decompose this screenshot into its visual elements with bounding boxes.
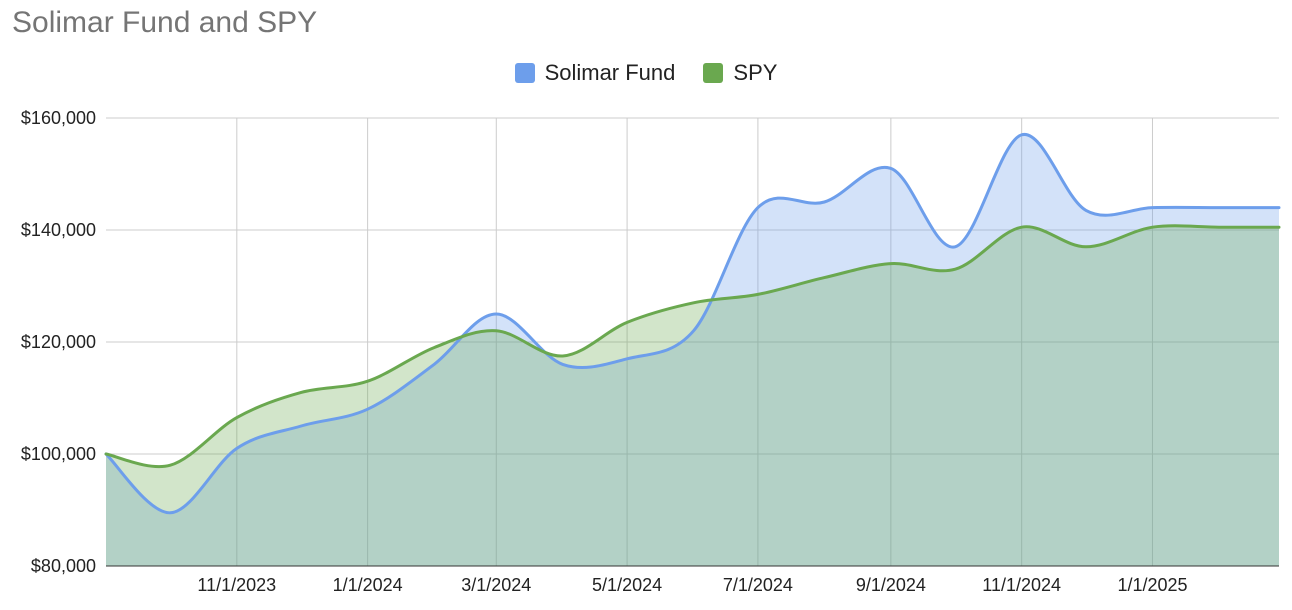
x-tick-label: 7/1/2024 xyxy=(723,575,793,595)
legend-swatch-spy xyxy=(703,63,724,83)
series-line-spy[interactable] xyxy=(104,224,1281,468)
y-tick-label: $160,000 xyxy=(21,108,96,128)
area-solimar-fund xyxy=(106,134,1279,567)
legend: Solimar Fund SPY xyxy=(0,60,1292,86)
legend-label-solimar-fund: Solimar Fund xyxy=(544,60,676,85)
x-tick-label: 11/1/2023 xyxy=(197,575,276,595)
axes: $80,000 $100,000 $120,000 $140,000 $160,000 1… xyxy=(21,108,1279,595)
chart-title: Solimar Fund and SPY xyxy=(12,6,318,39)
y-tick-label: $140,000 xyxy=(21,220,96,240)
y-tick-label: $80,000 xyxy=(31,556,96,576)
x-tick-label: 5/1/2024 xyxy=(592,575,662,595)
y-tick-label: $120,000 xyxy=(21,332,96,352)
area-spy xyxy=(106,225,1279,567)
series-areas xyxy=(106,134,1279,567)
legend-entry-solimar-fund[interactable]: Solimar Fund xyxy=(514,60,676,86)
x-tick-label: 3/1/2024 xyxy=(461,575,531,595)
series-line-solimar-fund[interactable] xyxy=(104,133,1281,515)
legend-label-spy: SPY xyxy=(733,60,778,85)
legend-swatch-solimar-fund xyxy=(514,63,535,83)
x-tick-label: 1/1/2025 xyxy=(1117,575,1187,595)
legend-entry-spy[interactable]: SPY xyxy=(703,60,777,86)
series-lines xyxy=(104,133,1281,515)
y-tick-label: $100,000 xyxy=(21,444,96,464)
x-tick-label: 9/1/2024 xyxy=(856,575,926,595)
x-tick-label: 11/1/2024 xyxy=(982,575,1061,595)
x-tick-label: 1/1/2024 xyxy=(333,575,403,595)
